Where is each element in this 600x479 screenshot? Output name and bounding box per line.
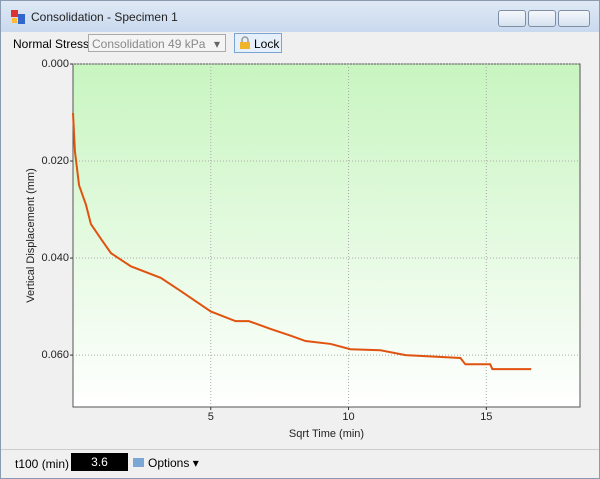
stress-label: Normal Stress [13,37,90,51]
x-axis-label: Sqrt Time (min) [289,428,364,440]
maximize-button[interactable] [528,10,556,27]
close-button[interactable] [558,10,590,27]
lock-icon [240,36,250,49]
x-tick-label: 5 [208,411,214,423]
lock-text: Lock [254,37,280,51]
window-title: Consolidation - Specimen 1 [31,10,178,24]
y-tick-label: 0.040 [41,252,69,264]
t100-label: t100 (min) [15,457,70,471]
chart: 0.000 0.020 0.040 0.060 5 10 15 Sqrt Time (min)… [25,58,581,440]
options-icon [133,458,144,467]
options-button[interactable]: Options ▾ [132,456,199,470]
plot-area [72,63,581,408]
title-bar: Consolidation - Specimen 1 [1,1,599,32]
stress-select-text: Consolidation 49 kPa [92,37,206,51]
options-text: Options [148,456,190,470]
lock-button[interactable]: Lock [234,33,282,53]
x-tick-label: 10 [342,411,354,423]
y-tick-label: 0.020 [41,155,69,167]
toolbar: Normal Stress Consolidation 49 kPa ▾ Lock [1,32,599,55]
t100-value[interactable]: 3.6 [71,453,128,471]
y-tick-label: 0.060 [41,349,69,361]
y-axis-label: Vertical Displacement (mm) [25,168,37,302]
stress-select[interactable]: Consolidation 49 kPa ▾ [88,34,226,52]
y-tick-label: 0.000 [41,58,69,70]
minimize-button[interactable] [498,10,526,27]
x-tick-label: 15 [480,411,492,423]
status-bar: t100 (min) 3.6 Options ▾ [1,449,599,478]
app-icon [11,10,25,24]
data-line [72,112,532,371]
